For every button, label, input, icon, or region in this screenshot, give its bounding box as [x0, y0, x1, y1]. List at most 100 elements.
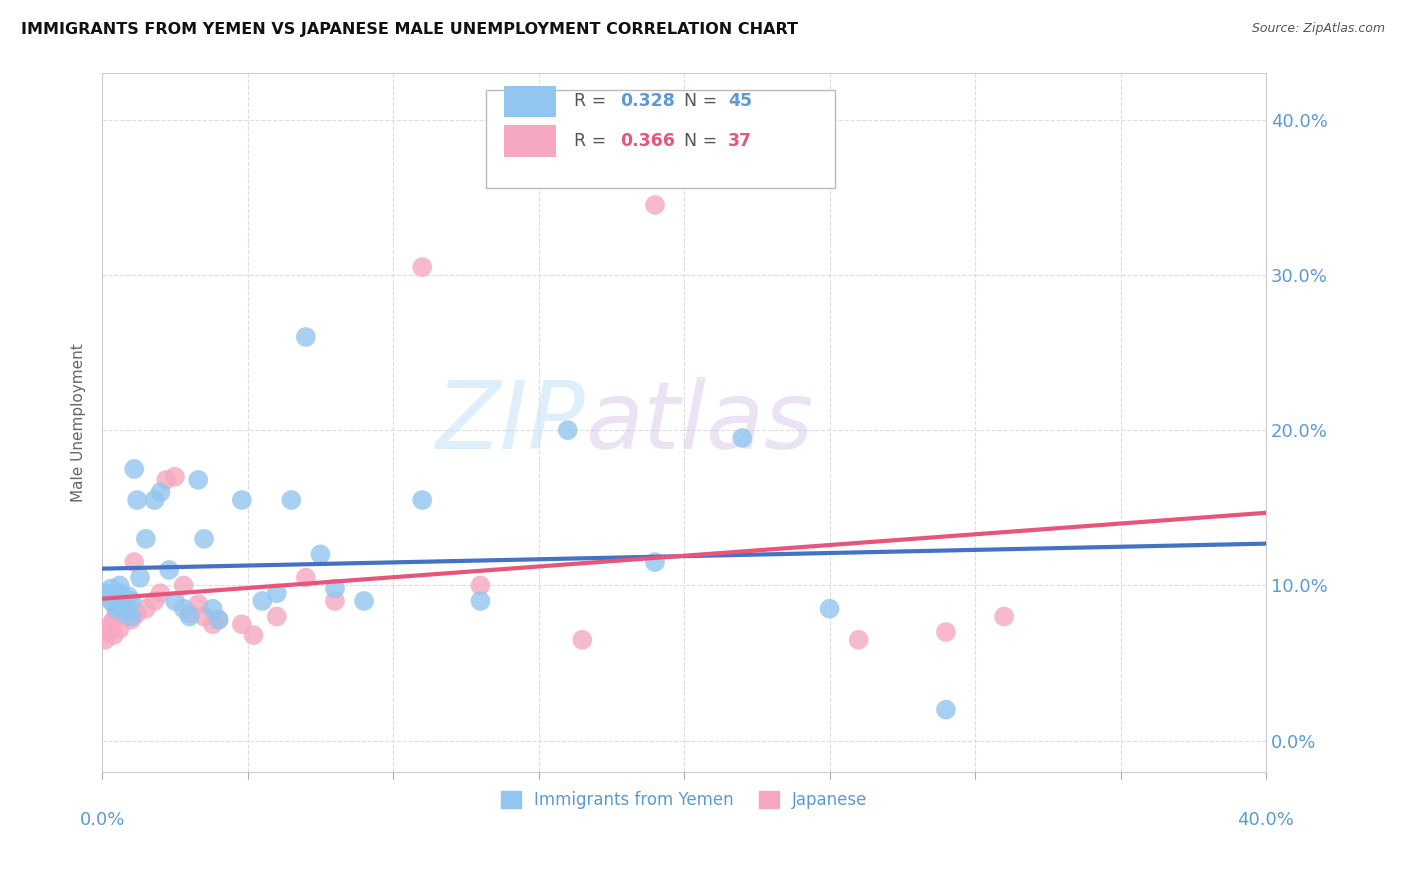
- Text: Source: ZipAtlas.com: Source: ZipAtlas.com: [1251, 22, 1385, 36]
- Point: [94, 586, 117, 600]
- Point: [105, 586, 128, 600]
- Text: ZIP: ZIP: [436, 377, 585, 468]
- Point: [187, 473, 209, 487]
- Point: [242, 628, 264, 642]
- Point: [120, 594, 142, 608]
- Point: [173, 578, 195, 592]
- Point: [149, 485, 172, 500]
- Point: [644, 555, 666, 569]
- Text: 45: 45: [728, 92, 752, 111]
- Point: [163, 594, 186, 608]
- Point: [143, 594, 166, 608]
- Point: [127, 493, 149, 508]
- Point: [135, 532, 157, 546]
- Point: [935, 703, 957, 717]
- Point: [94, 632, 117, 647]
- Point: [97, 625, 120, 640]
- Point: [173, 601, 195, 615]
- Point: [143, 493, 166, 508]
- Point: [122, 462, 145, 476]
- Point: [111, 594, 134, 608]
- Point: [848, 632, 870, 647]
- Point: [108, 586, 131, 600]
- Point: [411, 493, 433, 508]
- Point: [157, 563, 180, 577]
- Point: [470, 594, 492, 608]
- Point: [155, 473, 177, 487]
- Point: [993, 609, 1015, 624]
- Point: [179, 609, 201, 624]
- Point: [97, 590, 120, 604]
- Point: [103, 597, 125, 611]
- Point: [122, 555, 145, 569]
- Point: [231, 493, 253, 508]
- Point: [100, 582, 122, 596]
- Point: [120, 609, 142, 624]
- FancyBboxPatch shape: [503, 86, 557, 117]
- Point: [103, 628, 125, 642]
- Point: [571, 632, 593, 647]
- Text: R =: R =: [574, 92, 612, 111]
- Point: [295, 571, 318, 585]
- Point: [108, 578, 131, 592]
- Point: [127, 607, 149, 621]
- Point: [644, 198, 666, 212]
- Point: [309, 547, 332, 561]
- Text: N =: N =: [685, 132, 723, 150]
- Point: [135, 601, 157, 615]
- Point: [818, 601, 841, 615]
- Point: [114, 607, 136, 621]
- Text: N =: N =: [685, 92, 723, 111]
- Point: [323, 594, 346, 608]
- Text: IMMIGRANTS FROM YEMEN VS JAPANESE MALE UNEMPLOYMENT CORRELATION CHART: IMMIGRANTS FROM YEMEN VS JAPANESE MALE U…: [21, 22, 799, 37]
- Point: [105, 607, 128, 621]
- Point: [557, 423, 579, 437]
- Text: R =: R =: [574, 132, 612, 150]
- Point: [470, 578, 492, 592]
- Text: 0.0%: 0.0%: [80, 811, 125, 829]
- Point: [935, 625, 957, 640]
- Legend: Immigrants from Yemen, Japanese: Immigrants from Yemen, Japanese: [494, 784, 875, 816]
- FancyBboxPatch shape: [503, 126, 557, 157]
- Point: [207, 613, 229, 627]
- Point: [108, 622, 131, 636]
- Point: [111, 597, 134, 611]
- Point: [266, 609, 288, 624]
- Point: [103, 613, 125, 627]
- Point: [731, 431, 754, 445]
- Point: [163, 469, 186, 483]
- Point: [266, 586, 288, 600]
- Point: [117, 590, 139, 604]
- Point: [100, 617, 122, 632]
- Point: [323, 582, 346, 596]
- Point: [353, 594, 375, 608]
- Point: [120, 613, 142, 627]
- Point: [201, 617, 224, 632]
- Point: [117, 601, 139, 615]
- Point: [149, 586, 172, 600]
- Point: [105, 601, 128, 615]
- Text: atlas: atlas: [585, 377, 814, 468]
- Point: [252, 594, 274, 608]
- Point: [201, 601, 224, 615]
- Point: [114, 601, 136, 615]
- Point: [129, 571, 152, 585]
- Point: [100, 594, 122, 608]
- Point: [193, 532, 215, 546]
- Y-axis label: Male Unemployment: Male Unemployment: [72, 343, 86, 502]
- Point: [295, 330, 318, 344]
- Text: 37: 37: [728, 132, 752, 150]
- Text: 40.0%: 40.0%: [1237, 811, 1295, 829]
- Point: [105, 601, 128, 615]
- Point: [103, 591, 125, 605]
- Text: 0.366: 0.366: [620, 132, 675, 150]
- Point: [411, 260, 433, 274]
- Point: [231, 617, 253, 632]
- Point: [179, 607, 201, 621]
- Point: [280, 493, 302, 508]
- Point: [193, 609, 215, 624]
- Point: [114, 609, 136, 624]
- Point: [207, 613, 229, 627]
- Point: [187, 597, 209, 611]
- Text: 0.328: 0.328: [620, 92, 675, 111]
